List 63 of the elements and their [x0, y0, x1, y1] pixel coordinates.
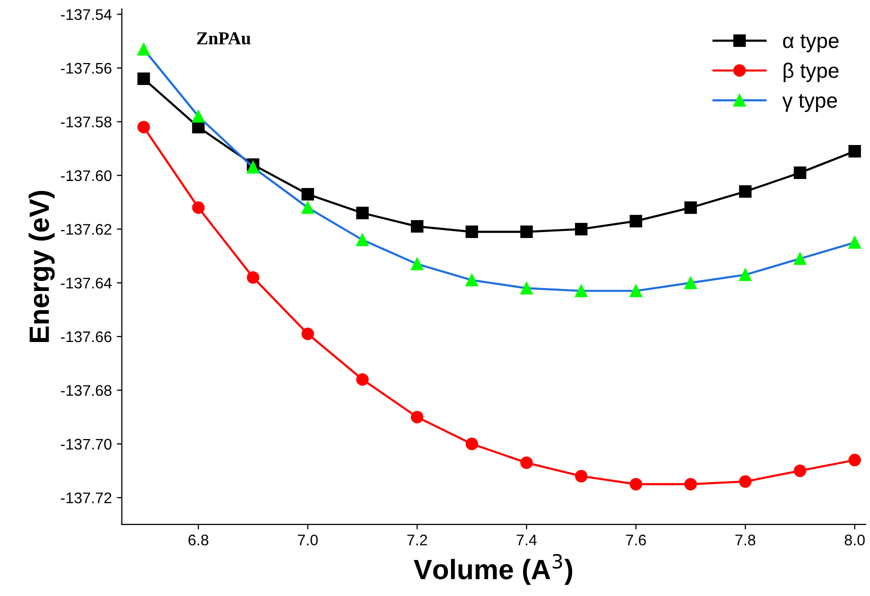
point	[574, 222, 588, 236]
point	[684, 201, 697, 214]
point	[410, 410, 424, 424]
point	[137, 120, 150, 134]
point	[520, 456, 533, 469]
y-tick-label: -137.62	[60, 224, 112, 235]
point	[192, 110, 205, 123]
point	[574, 284, 588, 298]
point	[520, 282, 533, 294]
point	[574, 470, 588, 482]
y-tick-label: -137.70	[60, 438, 112, 450]
y-axis-title: Energy (eV)	[28, 190, 55, 342]
point	[630, 284, 642, 298]
y-tick-label: -137.54	[60, 9, 112, 20]
y-tick-label: -137.56	[60, 62, 112, 74]
point	[466, 226, 478, 238]
x-tick-label: 7.8	[735, 534, 756, 546]
x-tick-label: 7.6	[626, 534, 646, 546]
point	[466, 274, 478, 286]
point	[630, 214, 642, 228]
point	[794, 252, 806, 265]
point	[684, 478, 697, 490]
point	[356, 206, 369, 220]
legend-label: γ type	[782, 94, 837, 112]
point	[739, 475, 752, 488]
point	[466, 438, 478, 450]
point	[684, 276, 697, 290]
point	[246, 271, 260, 284]
point	[302, 328, 314, 340]
point	[739, 268, 752, 282]
point	[848, 236, 861, 249]
point	[630, 478, 642, 490]
y-tick-label: -137.66	[60, 331, 112, 342]
point	[848, 145, 861, 158]
point	[137, 42, 150, 56]
point	[302, 188, 314, 200]
x-tick-label: 7.2	[407, 534, 428, 546]
y-tick-label: -137.58	[60, 116, 112, 128]
point	[794, 166, 806, 179]
x-tick-label: 7.4	[516, 534, 537, 546]
point	[356, 234, 369, 246]
x-tick-label: 8.0	[844, 534, 865, 546]
point	[739, 185, 752, 198]
y-tick-label: -137.72	[60, 492, 112, 504]
legend-label: β type	[784, 62, 838, 82]
y-tick-label: -137.60	[60, 170, 112, 182]
point	[137, 72, 150, 86]
y-tick-label: -137.64	[60, 278, 112, 289]
point	[410, 258, 424, 270]
point	[192, 201, 205, 214]
legend-label: α type	[783, 34, 839, 52]
y-tick-label: -137.68	[60, 385, 112, 396]
x-axis-title: Volume (A$^{3}$)	[414, 554, 572, 585]
point	[520, 226, 533, 238]
point	[794, 464, 806, 478]
point	[246, 161, 260, 174]
text: ZnPAu	[197, 32, 251, 44]
point	[410, 220, 424, 233]
point	[356, 373, 369, 386]
x-tick-label: 7.0	[298, 534, 318, 546]
point	[302, 201, 314, 214]
x-tick-label: 6.8	[188, 534, 208, 546]
point	[848, 454, 861, 466]
